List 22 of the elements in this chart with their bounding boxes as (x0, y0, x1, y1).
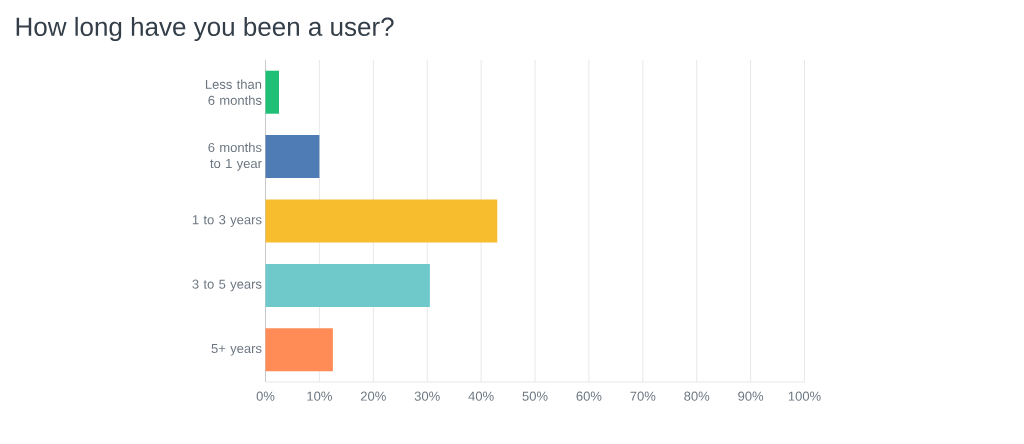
chart-title: How long have you been a user? (16, 16, 394, 42)
y-tick-label: 1 to 3 years (192, 215, 262, 227)
x-tick-label: 20% (360, 391, 386, 401)
x-tick-label: 70% (630, 391, 656, 401)
y-tick-label: 5+ years (211, 343, 262, 356)
x-tick-label: 60% (576, 391, 602, 401)
x-tick-label: 90% (738, 391, 764, 401)
x-tick-label: 50% (522, 391, 548, 401)
x-tick-label: 40% (468, 391, 494, 401)
bar (265, 263, 430, 307)
x-tick-label: 10% (307, 391, 332, 401)
bar (265, 328, 333, 372)
x-tick-label: 0% (256, 391, 275, 401)
bar (265, 199, 498, 243)
x-tick-label: 100% (788, 391, 821, 401)
y-tick-label: 3 to 5 years (192, 279, 262, 292)
bar (265, 70, 279, 114)
x-tick-label: 30% (414, 391, 440, 401)
y-tick-label: 6 months to 1 year (208, 142, 262, 171)
bar (265, 135, 320, 179)
x-tick-label: 80% (684, 391, 710, 401)
y-tick-label: Less than 6 months (205, 79, 262, 105)
